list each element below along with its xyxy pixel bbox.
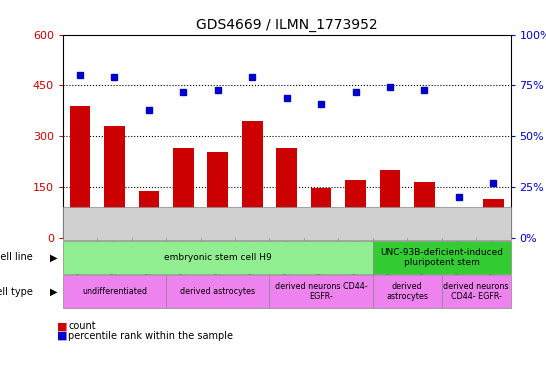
Title: GDS4669 / ILMN_1773952: GDS4669 / ILMN_1773952: [196, 18, 377, 32]
Text: embryonic stem cell H9: embryonic stem cell H9: [164, 253, 272, 262]
Bar: [139, 190, 159, 238]
Bar: [414, 182, 435, 238]
Text: count: count: [68, 321, 96, 331]
Text: derived neurons CD44-
EGFR-: derived neurons CD44- EGFR-: [275, 282, 367, 301]
Text: UNC-93B-deficient-induced
pluripotent stem: UNC-93B-deficient-induced pluripotent st…: [380, 248, 503, 267]
Text: percentile rank within the sample: percentile rank within the sample: [68, 331, 233, 341]
Text: ■: ■: [57, 331, 68, 341]
Text: ■: ■: [57, 321, 68, 331]
Bar: [345, 180, 366, 238]
Text: cell type: cell type: [0, 286, 33, 297]
Text: cell line: cell line: [0, 252, 33, 263]
Bar: [242, 121, 263, 238]
Text: undifferentiated: undifferentiated: [82, 287, 147, 296]
Bar: [311, 188, 331, 238]
Bar: [173, 148, 194, 238]
Text: derived astrocytes: derived astrocytes: [180, 287, 256, 296]
Bar: [276, 148, 297, 238]
Bar: [483, 199, 503, 238]
Text: derived
astrocytes: derived astrocytes: [386, 282, 428, 301]
Bar: [379, 170, 400, 238]
Bar: [207, 152, 228, 238]
Text: derived neurons
CD44- EGFR-: derived neurons CD44- EGFR-: [443, 282, 509, 301]
Bar: [104, 126, 125, 238]
Bar: [70, 106, 90, 238]
Text: ▶: ▶: [50, 286, 57, 297]
Text: ▶: ▶: [50, 252, 57, 263]
Bar: [448, 207, 469, 238]
